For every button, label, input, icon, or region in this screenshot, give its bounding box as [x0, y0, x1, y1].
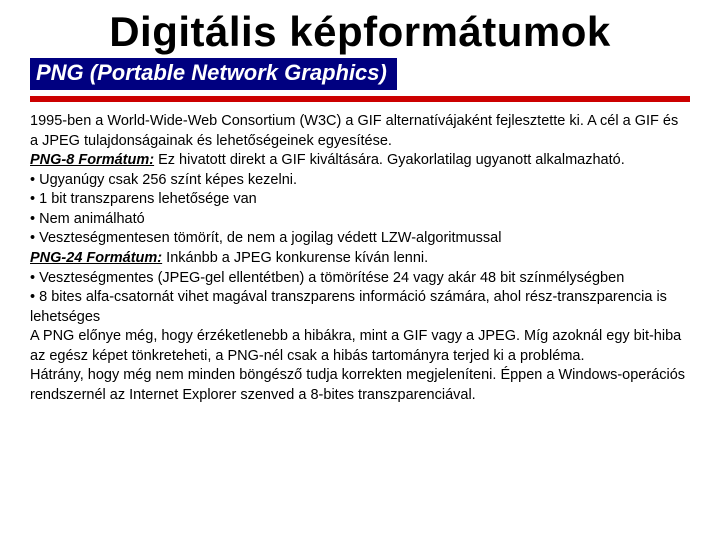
png8-bullet-4: • Veszteségmentesen tömörít, de nem a jo… — [30, 229, 690, 249]
png8-bullet-1: • Ugyanúgy csak 256 színt képes kezelni. — [30, 171, 690, 191]
divider-bar — [30, 96, 690, 102]
slide-title: Digitális képformátumok — [0, 8, 720, 56]
png24-section: PNG-24 Formátum: Inkánbb a JPEG konkuren… — [30, 249, 690, 269]
png24-label: PNG-24 Formátum: — [30, 250, 162, 266]
advantage-paragraph: A PNG előnye még, hogy érzéketlenebb a h… — [30, 327, 690, 366]
png8-bullet-2: • 1 bit transzparens lehetősége van — [30, 190, 690, 210]
slide: Digitális képformátumok PNG (Portable Ne… — [0, 8, 720, 540]
png8-section: PNG-8 Formátum: Ez hivatott direkt a GIF… — [30, 151, 690, 171]
png24-bullet-1: • Veszteségmentes (JPEG-gel ellentétben)… — [30, 269, 690, 289]
png24-bullet-2: • 8 bites alfa-csatornát vihet magával t… — [30, 288, 690, 327]
slide-subtitle: PNG (Portable Network Graphics) — [30, 58, 397, 90]
png8-bullet-3: • Nem animálható — [30, 210, 690, 230]
subtitle-container: PNG (Portable Network Graphics) — [30, 58, 700, 90]
png8-text: Ez hivatott direkt a GIF kiváltására. Gy… — [154, 152, 625, 168]
intro-paragraph: 1995-ben a World-Wide-Web Consortium (W3… — [30, 112, 690, 151]
png24-text: Inkánbb a JPEG konkurense kíván lenni. — [162, 250, 428, 266]
body-text: 1995-ben a World-Wide-Web Consortium (W3… — [30, 112, 690, 405]
png8-label: PNG-8 Formátum: — [30, 152, 154, 168]
disadvantage-paragraph: Hátrány, hogy még nem minden böngésző tu… — [30, 366, 690, 405]
